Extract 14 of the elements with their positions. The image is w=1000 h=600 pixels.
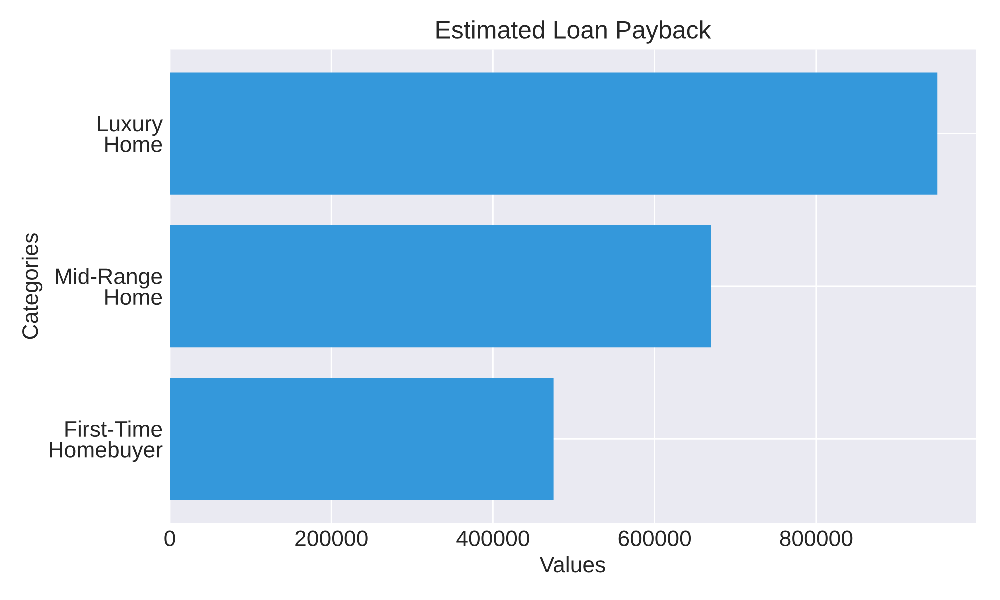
y-axis-title: Categories [22,234,43,340]
bar [170,378,554,500]
bar [170,225,712,348]
bar [170,72,938,195]
x-tick-label: 400000 [456,530,530,546]
chart-title: Estimated Loan Payback [436,20,712,44]
y-tick-label: Luxury Home [98,116,164,152]
x-tick-label: 0 [164,530,176,546]
x-axis-title: Values [540,556,606,573]
y-tick-label: Mid-Range Home [56,268,162,306]
x-tick-label: 800000 [780,530,853,546]
y-tick-label: First-Time Homebuyer [50,420,163,462]
x-tick-label: 200000 [296,530,368,546]
x-tick-label: 600000 [618,530,692,546]
